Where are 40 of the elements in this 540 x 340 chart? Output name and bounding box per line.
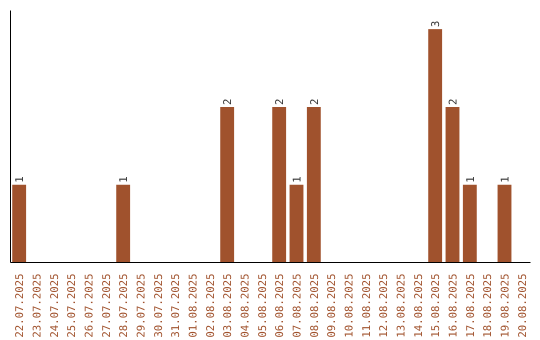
x-tick-label: 17.08.2025	[464, 274, 477, 338]
x-tick-label: 10.08.2025	[342, 274, 356, 338]
data-label: 1	[13, 176, 26, 183]
data-label: 2	[273, 98, 286, 105]
data-label: 1	[290, 176, 304, 183]
x-tick-label: 03.08.2025	[221, 274, 234, 338]
x-tick-label: 09.08.2025	[325, 274, 338, 338]
x-tick-label: 12.08.2025	[377, 274, 390, 338]
x-tick-label: 01.08.2025	[186, 274, 200, 338]
x-tick-label: 04.08.2025	[238, 274, 252, 338]
x-tick-label: 30.07.2025	[152, 274, 165, 338]
x-tick-label: 29.07.2025	[134, 274, 148, 338]
x-tick-label: 23.07.2025	[30, 274, 44, 338]
x-tick-label: 15.08.2025	[429, 274, 442, 338]
data-label: 3	[429, 20, 442, 28]
x-tick-label: 25.07.2025	[65, 274, 78, 338]
x-tick-label: 26.07.2025	[82, 274, 96, 338]
x-tick-label: 02.08.2025	[204, 274, 217, 338]
x-tick-label: 11.08.2025	[360, 274, 373, 338]
data-label: 1	[464, 176, 477, 183]
x-tick-label: 06.08.2025	[273, 274, 286, 338]
x-tick-label: 05.08.2025	[256, 274, 269, 338]
data-label: 2	[446, 98, 460, 105]
x-tick-label: 31.07.2025	[169, 274, 182, 338]
x-tick-label: 14.08.2025	[412, 274, 425, 338]
x-tick-label: 24.07.2025	[48, 274, 61, 338]
x-tick-label: 16.08.2025	[446, 274, 460, 338]
x-tick-label: 19.08.2025	[498, 274, 512, 338]
x-tick-label: 13.08.2025	[394, 274, 408, 338]
x-tick-label: 20.08.2025	[516, 274, 529, 338]
x-tick-label: 27.07.2025	[100, 274, 113, 338]
x-tick-label: 08.08.2025	[308, 274, 321, 338]
data-label: 1	[117, 176, 130, 183]
x-tick-label: 07.08.2025	[290, 274, 304, 338]
data-label: 1	[498, 176, 512, 183]
x-tick-label: 18.08.2025	[481, 274, 494, 338]
x-tick-label: 22.07.2025	[13, 274, 26, 338]
data-label: 2	[308, 98, 321, 105]
data-label: 2	[221, 98, 234, 105]
x-tick-label: 28.07.2025	[117, 274, 130, 338]
